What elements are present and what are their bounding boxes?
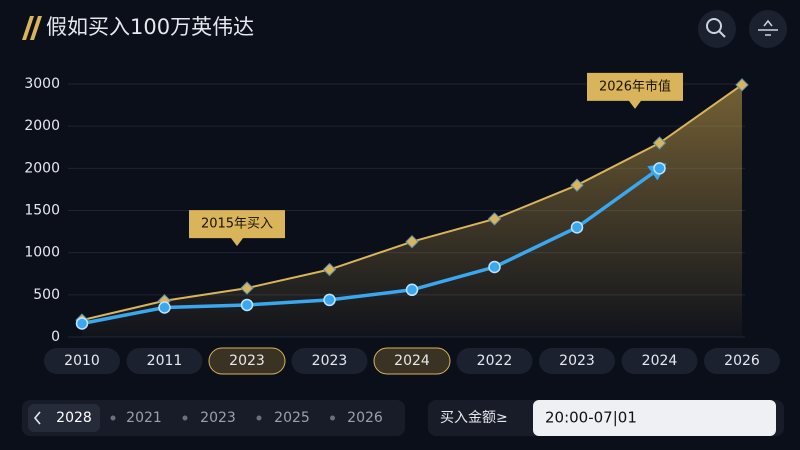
search-button[interactable]	[698, 10, 736, 48]
point	[653, 162, 666, 175]
point	[570, 221, 584, 234]
y-tick-label: 2000	[24, 160, 60, 176]
point	[570, 178, 584, 192]
x-tick-label: 2023	[559, 353, 595, 369]
point	[322, 262, 337, 277]
point	[652, 136, 667, 150]
back-icon[interactable]	[33, 411, 41, 425]
logo	[22, 16, 42, 40]
y-tick-label: 0	[51, 329, 60, 345]
category-pill[interactable]	[373, 347, 451, 375]
point	[240, 298, 254, 312]
category-pill[interactable]	[126, 348, 203, 374]
amount-value[interactable]: 20:00-07|01	[545, 409, 637, 427]
category-pill[interactable]	[44, 348, 120, 374]
x-tick-label: 2026	[724, 353, 760, 369]
point	[240, 281, 254, 295]
point	[487, 212, 502, 226]
y-tick-label: 500	[33, 287, 60, 303]
point	[735, 78, 749, 92]
x-tick-label: 2023	[312, 353, 348, 369]
y-tick-label: 1000	[24, 245, 60, 261]
point	[405, 234, 419, 249]
y-tick-label: 1500	[24, 203, 60, 219]
active-tab[interactable]	[28, 404, 100, 432]
category-pill[interactable]	[539, 348, 615, 374]
category-pill[interactable]	[704, 348, 780, 374]
year-tabs	[22, 400, 405, 436]
y-tick-label: 3000	[24, 76, 60, 92]
point	[158, 301, 171, 314]
separator-dot	[110, 415, 116, 421]
area	[82, 84, 742, 338]
point	[75, 317, 89, 330]
callout	[587, 72, 683, 109]
annotation: 2026年市值	[599, 78, 671, 94]
annotation: 2015年买入	[201, 217, 273, 232]
x-tick-label: 2023	[229, 353, 265, 369]
year-tab[interactable]: 2028	[56, 410, 92, 426]
amount-label: 买入金额≥	[440, 410, 508, 426]
year-tab[interactable]: 2021	[126, 410, 162, 426]
category-pill[interactable]	[621, 348, 698, 374]
menu-button[interactable]	[749, 10, 787, 48]
year-tab[interactable]: 2026	[347, 410, 383, 426]
year-tab[interactable]: 2023	[200, 410, 236, 426]
separator-dot	[256, 415, 262, 421]
category-pill[interactable]	[456, 348, 533, 374]
category-pill[interactable]	[208, 347, 286, 375]
page-title: 假如买入100万英伟达	[46, 15, 254, 39]
year-tab[interactable]: 2025	[274, 410, 310, 426]
callout	[189, 210, 285, 247]
category-pill[interactable]	[291, 348, 368, 374]
x-tick-label: 2011	[147, 353, 183, 369]
amount-input[interactable]	[533, 400, 776, 436]
x-tick-label: 2022	[477, 353, 513, 369]
line	[81, 163, 667, 326]
x-tick-label: 2010	[64, 353, 100, 369]
x-tick-label: 2024	[394, 353, 430, 369]
y-tick-label: 2000	[24, 118, 60, 134]
separator-dot	[330, 415, 335, 421]
point	[488, 260, 501, 274]
point	[405, 283, 419, 297]
separator-dot	[182, 415, 188, 421]
point	[323, 293, 336, 307]
x-tick-label: 2024	[642, 353, 678, 369]
